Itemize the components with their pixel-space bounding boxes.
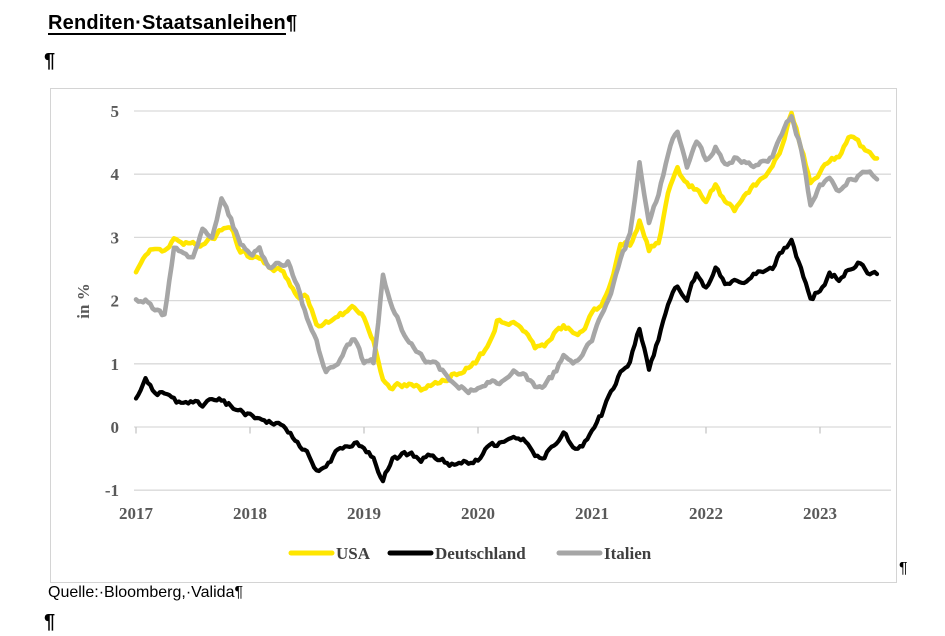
x-axis-labels: 2017 2018 2019 2020 2021 2022 2023 bbox=[119, 504, 837, 523]
document-title: Renditen·Staatsanleihen¶ bbox=[48, 12, 297, 35]
svg-text:2020: 2020 bbox=[461, 504, 495, 523]
legend-item-italien: Italien bbox=[556, 544, 652, 563]
svg-text:2018: 2018 bbox=[233, 504, 267, 523]
paragraph-mark: ¶ bbox=[285, 12, 298, 34]
x-axis-ticks bbox=[135, 427, 821, 434]
svg-text:2023: 2023 bbox=[803, 504, 837, 523]
svg-text:2021: 2021 bbox=[575, 504, 609, 523]
chart-legend: USA Deutschland Italien bbox=[288, 544, 652, 563]
svg-text:5: 5 bbox=[111, 102, 120, 121]
svg-text:2019: 2019 bbox=[347, 504, 381, 523]
y-axis-title: in % bbox=[74, 283, 93, 318]
legend-label-deutschland: Deutschland bbox=[435, 544, 526, 563]
series-line-deutschland bbox=[133, 237, 880, 484]
paragraph-mark: ¶ bbox=[44, 611, 56, 633]
legend-item-deutschland: Deutschland bbox=[387, 544, 526, 563]
svg-text:-1: -1 bbox=[105, 481, 119, 500]
svg-text:2022: 2022 bbox=[689, 504, 723, 523]
svg-text:3: 3 bbox=[111, 228, 120, 247]
series-line-italien bbox=[133, 114, 880, 396]
legend-label-usa: USA bbox=[336, 544, 371, 563]
svg-text:4: 4 bbox=[111, 165, 120, 184]
y-axis-labels: -1 0 1 2 3 4 5 bbox=[105, 102, 120, 500]
paragraph-mark: ¶ bbox=[234, 584, 244, 601]
svg-text:2: 2 bbox=[111, 292, 120, 311]
svg-text:2017: 2017 bbox=[119, 504, 154, 523]
gridlines bbox=[134, 110, 891, 491]
source-caption: Quelle:·Bloomberg,·Valida¶ bbox=[48, 584, 243, 602]
chart-canvas: -1 0 1 2 3 4 5 2017 2018 2019 2020 2021 2022 2023 in %… bbox=[74, 102, 891, 563]
source-caption-text: Quelle:·Bloomberg,·Valida bbox=[48, 584, 235, 601]
svg-text:0: 0 bbox=[111, 418, 120, 437]
bond-yield-chart[interactable]: -1 0 1 2 3 4 5 2017 2018 2019 2020 2021 2022 2023 in %… bbox=[50, 88, 897, 583]
legend-label-italien: Italien bbox=[604, 544, 652, 563]
paragraph-mark: ¶ bbox=[44, 50, 56, 72]
series-line-usa bbox=[133, 110, 880, 393]
document-title-text: Renditen·Staatsanleihen bbox=[48, 12, 286, 34]
paragraph-mark: ¶ bbox=[899, 560, 908, 577]
legend-item-usa: USA bbox=[288, 544, 371, 563]
svg-text:1: 1 bbox=[111, 355, 120, 374]
